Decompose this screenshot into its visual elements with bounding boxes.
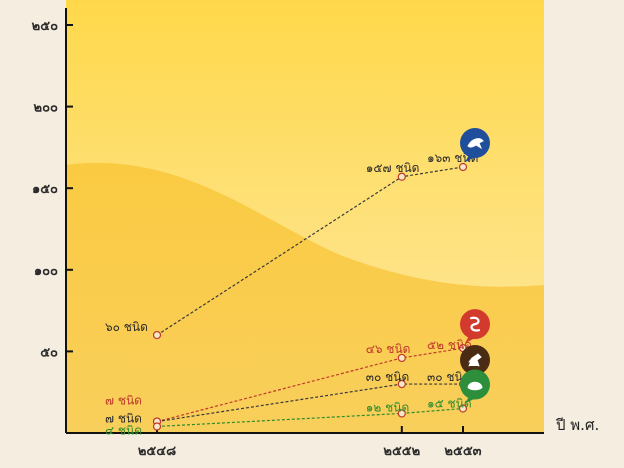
data-point	[397, 172, 406, 181]
y-tick-label: ๒๕๐	[32, 19, 58, 34]
data-label: ๑๕๗ ชนิด	[366, 161, 420, 175]
y-tick-label: ๑๕๐	[32, 182, 58, 197]
data-point	[397, 409, 406, 418]
data-point	[397, 353, 406, 363]
data-point	[458, 162, 468, 172]
y-tick-label: ๒๐๐	[34, 101, 59, 116]
bird-icon	[460, 127, 490, 162]
data-label: ๓๐ ชนิด	[427, 370, 470, 384]
data-label: ๗ ชนิด	[105, 412, 142, 426]
data-label: ๔ ชนิด	[105, 423, 142, 437]
y-tick-label: ๕๐	[40, 345, 58, 360]
icon-glyph	[467, 138, 484, 150]
x-tick-label: ๒๕๕๓	[444, 444, 481, 459]
data-label: ๑๕ ชนิด	[427, 397, 472, 411]
data-label: ๓๐ ชนิด	[366, 370, 409, 384]
data-point	[152, 330, 162, 340]
icon-glyph	[469, 316, 481, 332]
data-point	[152, 422, 162, 431]
icon-badge-tail	[465, 336, 475, 344]
icon-layer	[460, 127, 490, 404]
data-point	[458, 404, 468, 413]
data-label: ๑๒ ชนิด	[366, 400, 409, 414]
data-label: ๗ ชนิด	[105, 394, 142, 408]
icon-badge-tail	[465, 154, 475, 162]
icon-glyph	[467, 381, 483, 391]
data-label: ๖๐ ชนิด	[105, 320, 148, 334]
x-tick-label: ๒๕๔๘	[138, 444, 176, 459]
y-tick-label: ๑๐๐	[34, 264, 58, 279]
data-label: ๕๒ ชนิด	[427, 338, 472, 352]
icon-badge-tail	[465, 396, 475, 404]
icon-glyph	[468, 353, 482, 367]
background-wave	[66, 162, 544, 433]
snake-icon	[460, 309, 490, 344]
x-tick-label: ๒๕๕๒	[383, 444, 420, 459]
data-point	[397, 379, 406, 389]
data-label: ๔๖ ชนิด	[366, 342, 411, 356]
x-axis-unit-label: ปี พ.ศ.	[555, 416, 599, 434]
frog-icon	[460, 369, 490, 404]
